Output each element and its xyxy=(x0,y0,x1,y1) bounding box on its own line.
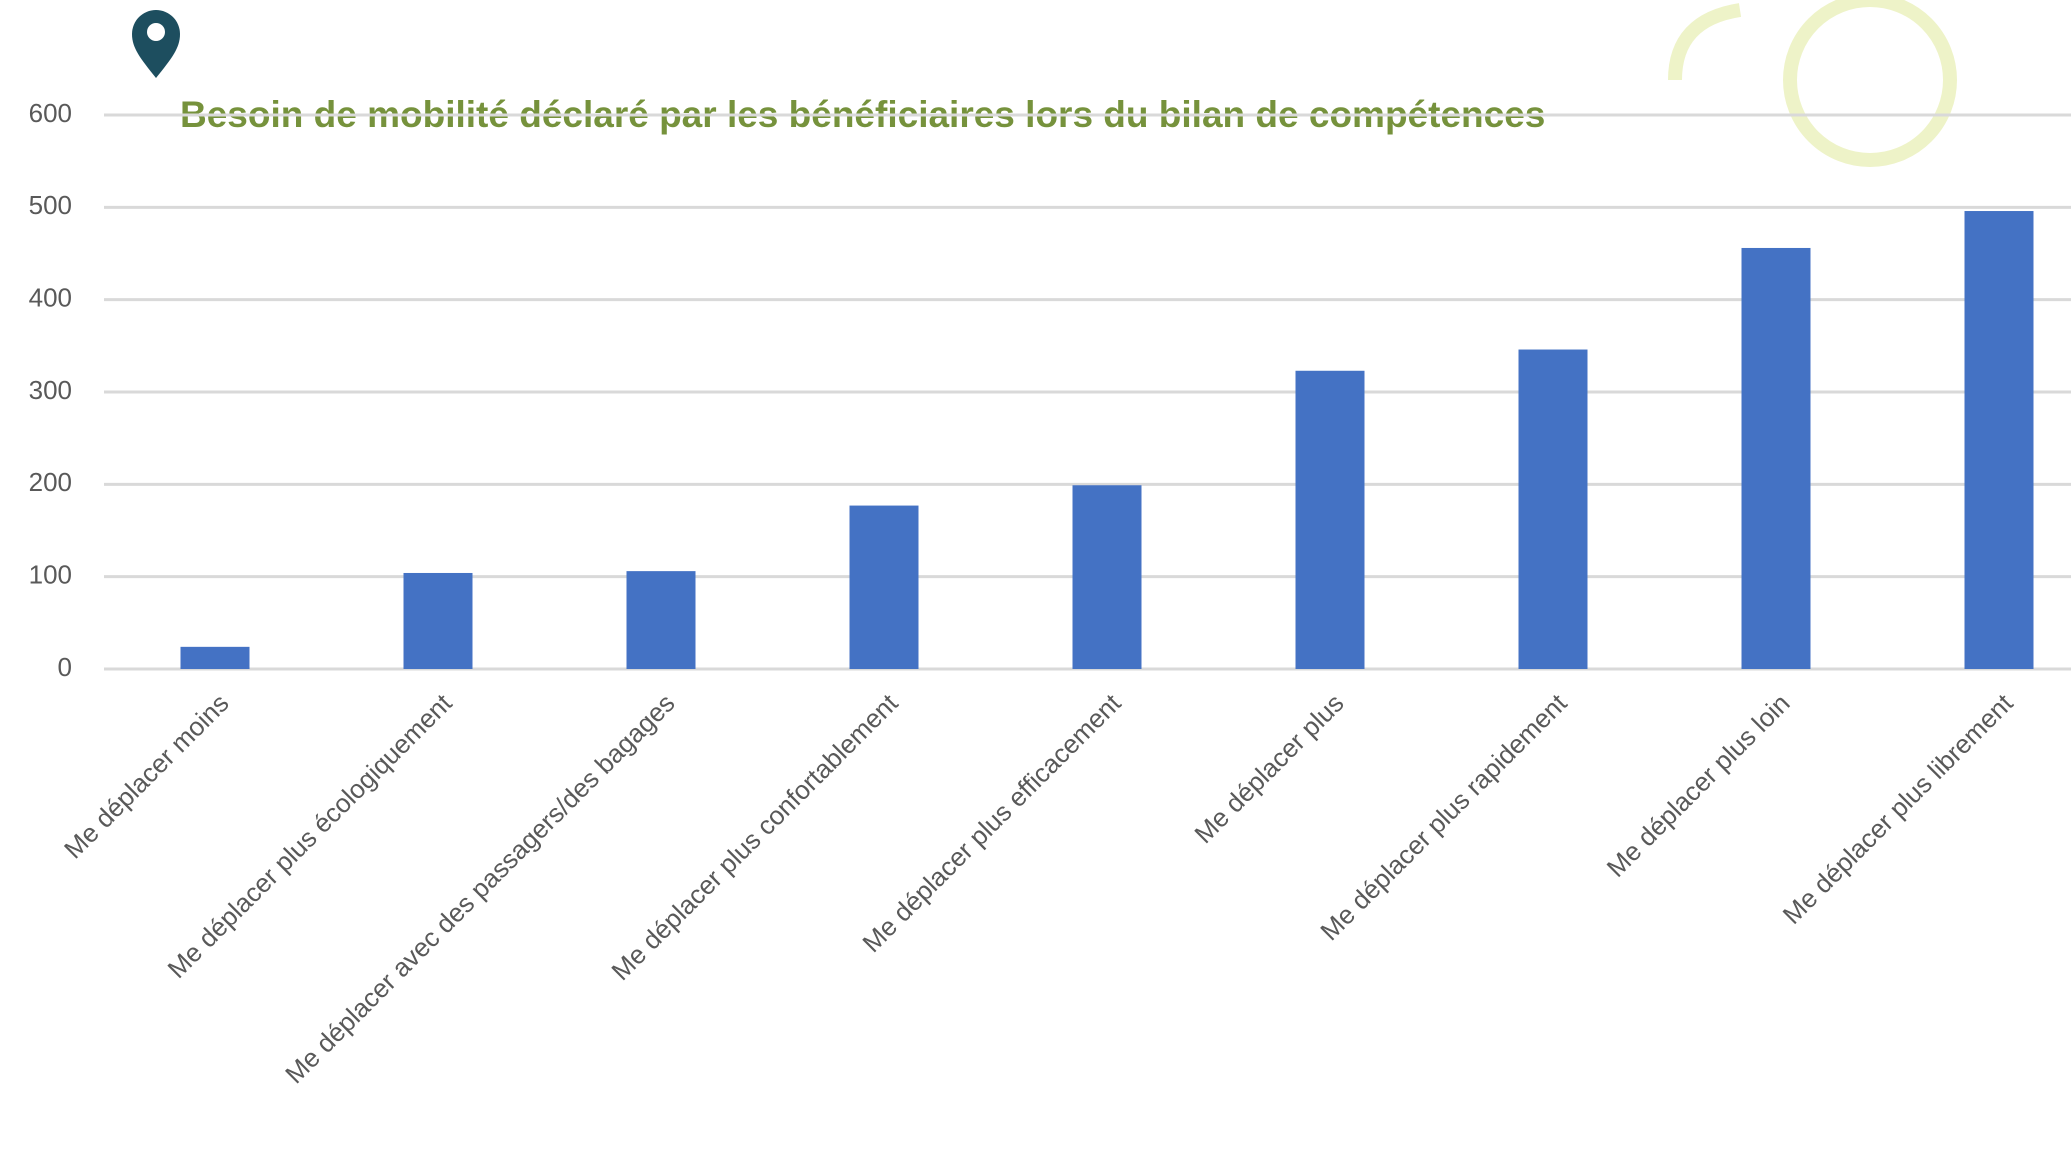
location-pin xyxy=(132,10,180,78)
x-tick-label: Me déplacer plus efficacement xyxy=(856,687,1127,958)
bar xyxy=(849,505,919,669)
bar xyxy=(626,571,696,669)
bar xyxy=(1964,211,2034,669)
x-tick-label: Me déplacer plus xyxy=(1188,688,1349,849)
bar xyxy=(1072,485,1142,669)
x-tick-label: Me déplacer avec des passagers/des bagag… xyxy=(279,688,680,1089)
y-tick-label: 600 xyxy=(29,98,72,128)
y-tick-label: 0 xyxy=(58,652,72,682)
x-tick-label: Me déplacer moins xyxy=(58,688,235,865)
y-tick-label: 500 xyxy=(29,190,72,220)
x-tick-label: Me déplacer plus librement xyxy=(1777,687,2019,929)
bar xyxy=(1518,349,1588,669)
bar xyxy=(1295,370,1365,669)
x-tick-label: Me déplacer plus rapidement xyxy=(1314,687,1573,946)
y-tick-label: 400 xyxy=(29,283,72,313)
bar xyxy=(180,646,250,669)
bar xyxy=(1741,247,1811,669)
bar xyxy=(403,572,473,669)
y-tick-label: 100 xyxy=(29,560,72,590)
decoration xyxy=(1668,0,1957,167)
x-tick-label: Me déplacer plus loin xyxy=(1601,688,1796,883)
y-tick-label: 200 xyxy=(29,467,72,497)
y-tick-label: 300 xyxy=(29,375,72,405)
